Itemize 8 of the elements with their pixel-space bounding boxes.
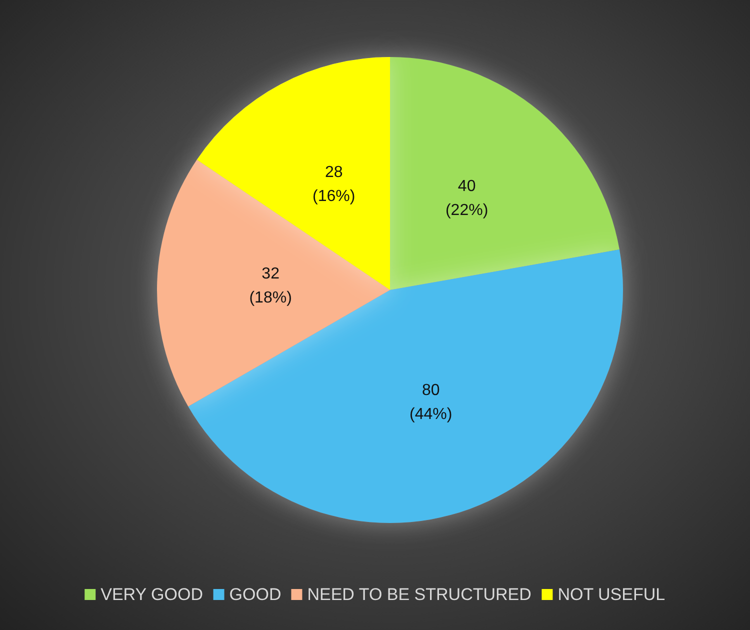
legend-label: NEED TO BE STRUCTURED	[307, 585, 532, 604]
data-label: 40 (22%)	[445, 178, 488, 219]
legend-label: NOT USEFUL	[558, 585, 666, 604]
data-label: 28 (16%)	[312, 164, 356, 205]
legend-label: VERY GOOD	[100, 585, 203, 604]
data-label: 32 (18%)	[249, 265, 292, 306]
legend-label: GOOD	[229, 585, 282, 604]
data-label: 80 (44%)	[410, 382, 452, 423]
